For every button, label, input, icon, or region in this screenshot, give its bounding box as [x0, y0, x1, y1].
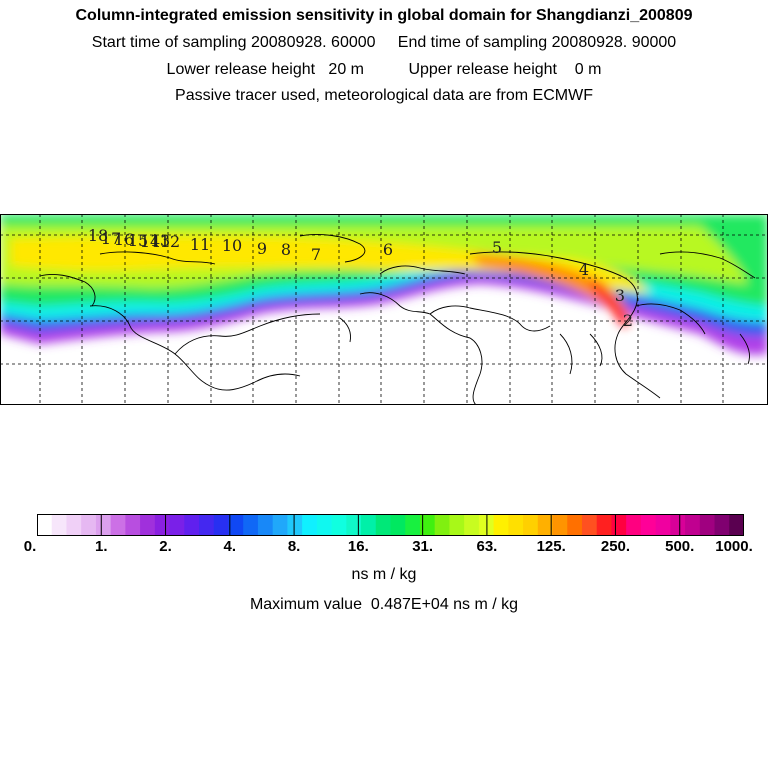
sampling-time-line: Start time of sampling 20080928. 60000 E… [0, 34, 768, 52]
colorbar-cell [567, 514, 582, 536]
colorbar-cell [258, 514, 273, 536]
colorbar-cell [361, 514, 376, 536]
colorbar-units: ns m / kg [0, 566, 768, 584]
colorbar-cell [700, 514, 715, 536]
colorbar-tick-label: 500. [665, 538, 694, 555]
colorbar-cell [597, 514, 612, 536]
colorbar-cell [228, 514, 243, 536]
map-title: Column-integrated emission sensitivity i… [0, 7, 768, 25]
colorbar-cell [641, 514, 656, 536]
colorbar-cell [184, 514, 199, 536]
colorbar-cell [66, 514, 81, 536]
colorbar-cell [715, 514, 730, 536]
colorbar-tick-label: 125. [537, 538, 566, 555]
colorbar-tick-label: 16. [348, 538, 369, 555]
colorbar-cell [449, 514, 464, 536]
colorbar-tick-label: 8. [288, 538, 301, 555]
day-label: 3 [615, 286, 625, 305]
colorbar-tick-label: 4. [224, 538, 237, 555]
colorbar-cell [155, 514, 170, 536]
colorbar-cell [214, 514, 229, 536]
colorbar-cell [199, 514, 214, 536]
colorbar-tick-label: 250. [601, 538, 630, 555]
colorbar-cell [494, 514, 509, 536]
day-label: 12 [160, 232, 180, 251]
colorbar-tick-label: 1000. [715, 538, 753, 555]
colorbar-cell [317, 514, 332, 536]
colorbar-cell [243, 514, 258, 536]
colorbar-cell [670, 514, 685, 536]
day-label: 2 [623, 311, 633, 330]
colorbar-cell [140, 514, 155, 536]
colorbar-cell [332, 514, 347, 536]
day-label: 10 [222, 236, 242, 255]
colorbar-tick-label: 31. [412, 538, 433, 555]
colorbar-cell [111, 514, 126, 536]
colorbar-cell [81, 514, 96, 536]
colorbar-cell [626, 514, 641, 536]
day-label: 8 [281, 240, 291, 259]
colorbar-cell [508, 514, 523, 536]
day-label: 5 [492, 238, 502, 257]
release-height-line: Lower release height 20 m Upper release … [0, 61, 768, 79]
colorbar-cell [273, 514, 288, 536]
colorbar-cell [435, 514, 450, 536]
colorbar-cell [553, 514, 568, 536]
colorbar-cell [52, 514, 67, 536]
day-label: 11 [190, 235, 210, 254]
colorbar-cell [582, 514, 597, 536]
colorbar [37, 514, 744, 536]
colorbar-cell [170, 514, 185, 536]
day-label: 4 [579, 260, 589, 279]
tracer-info-line: Passive tracer used, meteorological data… [0, 87, 768, 105]
maximum-value-text: Maximum value 0.487E+04 ns m / kg [0, 596, 768, 614]
colorbar-cell [346, 514, 361, 536]
colorbar-cell [611, 514, 626, 536]
day-label: 7 [311, 245, 321, 264]
colorbar-cell [464, 514, 479, 536]
colorbar-tick-label: 1. [95, 538, 108, 555]
colorbar-cell [96, 514, 111, 536]
colorbar-cell [405, 514, 420, 536]
colorbar-cell [302, 514, 317, 536]
colorbar-cell [391, 514, 406, 536]
colorbar-cell [729, 514, 744, 536]
colorbar-cell [287, 514, 302, 536]
colorbar-cell [125, 514, 140, 536]
day-label: 9 [257, 239, 267, 258]
day-label: 6 [383, 240, 393, 259]
colorbar-tick-labels: 0. 1. 2. 4. 8. 16. 31. 63. 125. 250. 500. 1000. [0, 538, 768, 558]
colorbar-cell [523, 514, 538, 536]
colorbar-tick-label: 63. [476, 538, 497, 555]
colorbar-cell [37, 514, 52, 536]
colorbar-cell [656, 514, 671, 536]
colorbar-tick-label: 2. [159, 538, 172, 555]
colorbar-cell [685, 514, 700, 536]
colorbar-cell [376, 514, 391, 536]
colorbar-tick-label: 0. [24, 538, 37, 555]
